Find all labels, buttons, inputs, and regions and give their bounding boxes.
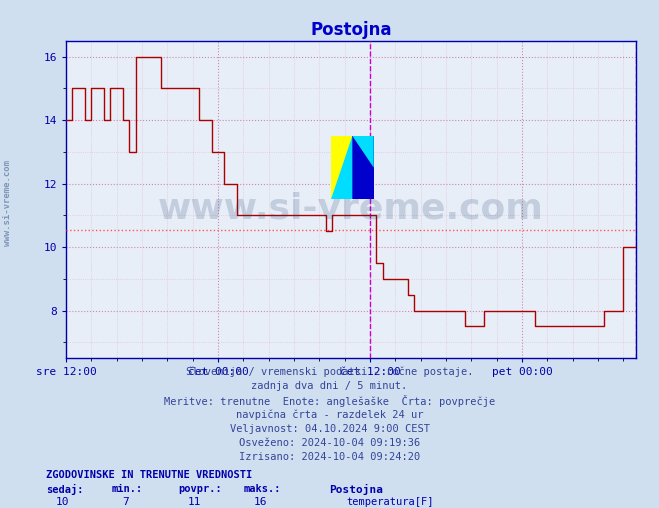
Text: min.:: min.:: [112, 484, 143, 494]
Title: Postojna: Postojna: [310, 21, 391, 39]
Text: www.si-vreme.com: www.si-vreme.com: [158, 192, 544, 226]
Text: Meritve: trenutne  Enote: anglešaške  Črta: povprečje: Meritve: trenutne Enote: anglešaške Črta…: [164, 395, 495, 407]
Text: 10: 10: [56, 497, 69, 507]
Text: sedaj:: sedaj:: [46, 484, 84, 495]
Text: 7: 7: [122, 497, 129, 507]
Text: Izrisano: 2024-10-04 09:24:20: Izrisano: 2024-10-04 09:24:20: [239, 452, 420, 462]
Text: Postojna: Postojna: [330, 484, 384, 495]
Text: povpr.:: povpr.:: [178, 484, 221, 494]
Text: www.si-vreme.com: www.si-vreme.com: [3, 160, 13, 246]
Text: maks.:: maks.:: [244, 484, 281, 494]
Text: temperatura[F]: temperatura[F]: [346, 497, 434, 507]
Text: Slovenija / vremenski podatki - ročne postaje.: Slovenija / vremenski podatki - ročne po…: [186, 367, 473, 377]
Text: ZGODOVINSKE IN TRENUTNE VREDNOSTI: ZGODOVINSKE IN TRENUTNE VREDNOSTI: [46, 470, 252, 480]
Text: navpična črta - razdelek 24 ur: navpična črta - razdelek 24 ur: [236, 409, 423, 420]
Text: zadnja dva dni / 5 minut.: zadnja dva dni / 5 minut.: [251, 381, 408, 391]
Text: Osveženo: 2024-10-04 09:19:36: Osveženo: 2024-10-04 09:19:36: [239, 438, 420, 448]
Text: Veljavnost: 04.10.2024 9:00 CEST: Veljavnost: 04.10.2024 9:00 CEST: [229, 424, 430, 434]
Text: 16: 16: [254, 497, 267, 507]
Text: 11: 11: [188, 497, 201, 507]
